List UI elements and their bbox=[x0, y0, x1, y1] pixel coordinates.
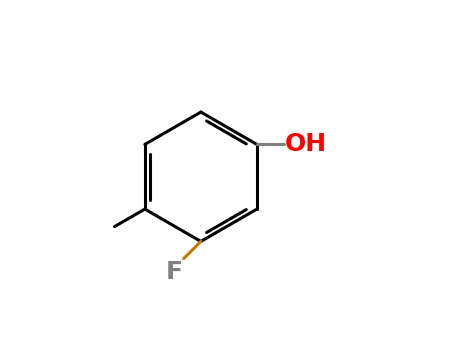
Text: OH: OH bbox=[285, 132, 327, 156]
Text: F: F bbox=[166, 260, 182, 284]
